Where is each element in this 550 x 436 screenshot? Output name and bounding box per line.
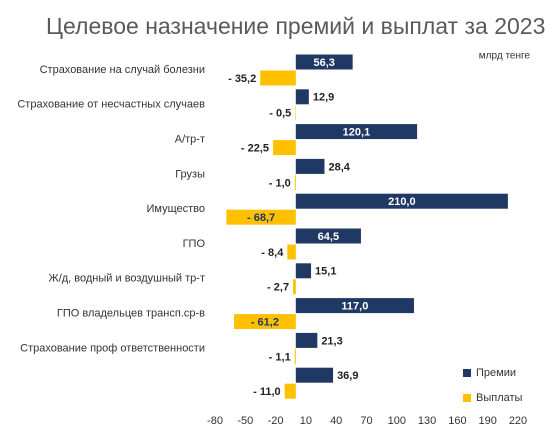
category-label: Страхование на случай болезни [40,64,205,76]
bar [295,124,418,140]
bar [295,158,325,174]
category-label: Страхование проф ответственности [20,342,205,354]
value-label: 28,4 [328,161,350,173]
value-label: 210,0 [388,196,416,208]
value-label: 15,1 [315,266,336,278]
category-label: Грузы [175,168,205,180]
x-tick-label: -20 [268,415,284,427]
bar [295,54,353,70]
value-label: - 22,5 [241,143,269,155]
value-label: - 8,4 [261,247,284,259]
value-label: 120,1 [343,127,371,139]
bar [295,263,312,279]
value-label: - 11,0 [253,386,281,398]
x-tick-label: 160 [448,415,466,427]
bar [294,348,296,364]
value-label: - 35,2 [228,73,256,85]
value-label: - 1,0 [269,177,291,189]
value-label: - 0,5 [269,108,291,120]
category-label: Имущество [146,203,205,215]
x-tick-label: -50 [237,415,253,427]
bar [287,244,296,260]
chart-title: Целевое назначение премий и выплат за 20… [46,13,550,39]
x-tick-label: 190 [479,415,497,427]
x-tick-label: 70 [360,415,372,427]
bar [295,228,361,244]
bar [273,140,296,156]
legend-swatch [463,369,471,377]
x-tick-label: 10 [300,415,312,427]
x-tick-label: 220 [509,415,527,427]
x-tick-label: 130 [418,415,436,427]
value-label: 117,0 [341,301,368,313]
bar [294,174,296,190]
x-tick-label: 40 [330,415,342,427]
x-tick-label: -80 [207,415,223,427]
bar [295,367,334,383]
bar [295,298,414,314]
value-label: 64,5 [318,231,339,243]
value-label: 12,9 [313,92,334,104]
value-label: - 68,7 [247,212,275,224]
value-label: 21,3 [321,335,342,347]
value-label: 36,9 [337,370,358,382]
bar [226,209,296,225]
bar [260,70,296,86]
category-label: ГПО [183,238,206,250]
value-label: - 1,1 [269,351,291,363]
category-label: А/тр-т [175,134,205,146]
bar [295,105,296,121]
category-label: Страхование от несчастных случаев [17,99,205,111]
bar [284,383,296,399]
bar [295,89,309,105]
x-tick-label: 100 [388,415,406,427]
bar [233,314,296,330]
bar [295,193,508,209]
value-label: - 61,2 [251,317,279,329]
category-label: ГПО владельцев трансп.ср-в [57,308,205,320]
unit-label: млрд тенге [479,51,531,62]
bar [295,332,318,348]
value-label: 56,3 [314,57,335,69]
bar [293,279,296,295]
legend-label: Выплаты [476,392,523,404]
category-label: Ж/д, водный и воздушный тр-т [49,273,205,285]
legend-label: Премии [476,367,516,379]
legend-swatch [463,394,471,402]
value-label: - 2,7 [267,282,289,294]
